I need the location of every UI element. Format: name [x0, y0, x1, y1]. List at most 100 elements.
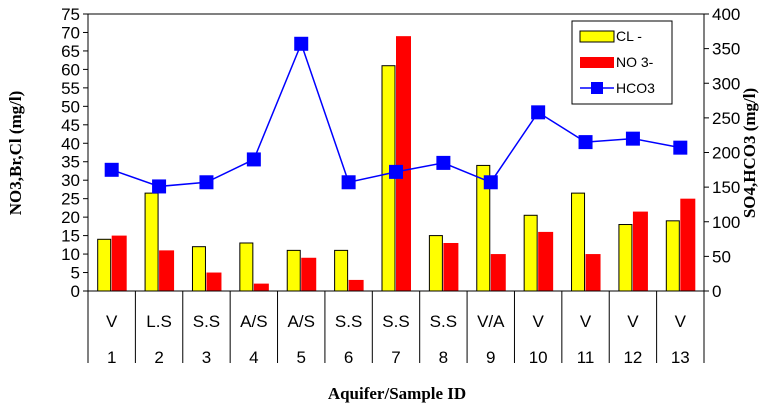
sample-id-label: 11 [577, 348, 595, 367]
bar-no3-13 [680, 198, 696, 291]
y-tick-label: 20 [61, 208, 80, 227]
y-tick-label: 30 [61, 171, 80, 190]
bar-no3-3 [206, 272, 222, 291]
y-tick-label: 75 [61, 5, 80, 24]
y2-tick-label: 300 [712, 74, 740, 93]
sample-id-label: 9 [486, 348, 495, 367]
y2-tick-label: 150 [712, 178, 740, 197]
aquifer-label: S.S [382, 312, 409, 331]
hco3-point-10 [531, 105, 546, 120]
hco3-point-5 [294, 36, 309, 51]
aquifer-label: V [675, 312, 687, 331]
y-tick-label: 5 [71, 264, 80, 283]
bar-cl-8 [428, 235, 443, 292]
y-tick-label: 50 [61, 97, 80, 116]
bar-cl-1 [97, 238, 112, 292]
bar-no3-1 [111, 235, 127, 291]
y2-tick-label: 100 [712, 213, 740, 232]
aquifer-label: A/S [240, 312, 267, 331]
hco3-point-6 [341, 175, 356, 190]
sample-id-label: 1 [107, 348, 116, 367]
y-tick-label: 40 [61, 134, 80, 153]
bar-no3-11 [585, 254, 601, 291]
category-table: V 1 L.S 2 S.S 3 A/S 4 A/S 5 S.S 6 S.S 7 S.S 8 V/A 9 V 10 V 11… [87, 291, 705, 367]
bar-no3-4 [253, 283, 269, 291]
aquifer-label: S.S [430, 312, 457, 331]
aquifer-label: V [106, 312, 118, 331]
sample-id-label: 13 [671, 348, 690, 367]
bar-cl-3 [191, 246, 206, 292]
y-tick-label: 25 [61, 190, 80, 209]
sample-id-label: 10 [529, 348, 548, 367]
hco3-point-2 [152, 179, 167, 194]
y2-axis-title: SO4,HCO3 (mg/l) [740, 88, 759, 218]
aquifer-label: V [580, 312, 592, 331]
bar-cl-11 [571, 192, 586, 292]
sample-id-label: 2 [154, 348, 163, 367]
sample-id-label: 8 [439, 348, 448, 367]
hco3-point-8 [436, 155, 451, 170]
y-tick-label: 55 [61, 79, 80, 98]
aquifer-label: L.S [146, 312, 172, 331]
y-tick-label: 35 [61, 153, 80, 172]
y2-tick-label: 0 [712, 282, 721, 301]
y-axis-title: NO3,Br,Cl (mg/l) [6, 91, 25, 216]
bar-cl-13 [665, 220, 680, 292]
sample-id-label: 7 [391, 348, 400, 367]
hco3-point-4 [246, 152, 261, 167]
y-tick-label: 60 [61, 60, 80, 79]
y2-tick-label: 350 [712, 40, 740, 59]
y-tick-label: 70 [61, 23, 80, 42]
hco3-point-9 [483, 175, 498, 190]
sample-id-label: 3 [202, 348, 211, 367]
y-tick-label: 0 [71, 282, 80, 301]
aquifer-label: A/S [288, 312, 315, 331]
bar-no3-2 [159, 250, 175, 291]
bar-no3-5 [301, 257, 317, 291]
bar-cl-2 [144, 192, 159, 292]
y-tick-label: 65 [61, 42, 80, 61]
bar-no3-9 [490, 254, 506, 291]
aquifer-label: V [627, 312, 639, 331]
legend-label-no3: NO 3- [616, 54, 654, 70]
legend-marker-hco3 [591, 82, 603, 94]
legend-swatch-no3 [580, 57, 614, 68]
hco3-point-13 [673, 140, 688, 155]
bar-cl-5 [286, 249, 301, 292]
bar-no3-12 [632, 211, 648, 291]
legend-label-hco3: HCO3 [616, 80, 655, 96]
legend-swatch-cl [579, 30, 615, 43]
bar-no3-6 [348, 279, 364, 291]
legend: CL - NO 3- HCO3 [571, 20, 673, 105]
aquifer-label: V/A [477, 312, 505, 331]
y2-tick-label: 50 [712, 247, 731, 266]
hco3-point-11 [578, 135, 593, 150]
y2-tick-label: 200 [712, 144, 740, 163]
sample-id-label: 12 [623, 348, 642, 367]
sample-id-label: 5 [296, 348, 305, 367]
sample-id-label: 4 [249, 348, 258, 367]
aquifer-label: S.S [193, 312, 220, 331]
bar-cl-6 [334, 249, 349, 292]
bar-cl-4 [239, 242, 254, 292]
y-tick-label: 45 [61, 116, 80, 135]
bar-no3-10 [538, 231, 554, 291]
axes-layer: 0510152025303540455055606570750501001502… [61, 5, 740, 301]
hco3-point-1 [104, 162, 119, 177]
y-tick-label: 10 [61, 245, 80, 264]
y2-tick-label: 250 [712, 109, 740, 128]
aquifer-label: V [532, 312, 544, 331]
hco3-point-12 [625, 131, 640, 146]
hco3-point-3 [199, 175, 214, 190]
aquifer-label: S.S [335, 312, 362, 331]
x-axis-title: Aquifer/Sample ID [328, 384, 466, 403]
bar-cl-10 [523, 214, 538, 292]
bar-cl-12 [618, 224, 633, 292]
bar-no3-8 [443, 242, 459, 291]
y-tick-label: 15 [61, 227, 80, 246]
legend-label-cl: CL - [616, 28, 642, 44]
bars-layer [97, 36, 696, 292]
y2-tick-label: 400 [712, 5, 740, 24]
line-layer [104, 36, 688, 194]
